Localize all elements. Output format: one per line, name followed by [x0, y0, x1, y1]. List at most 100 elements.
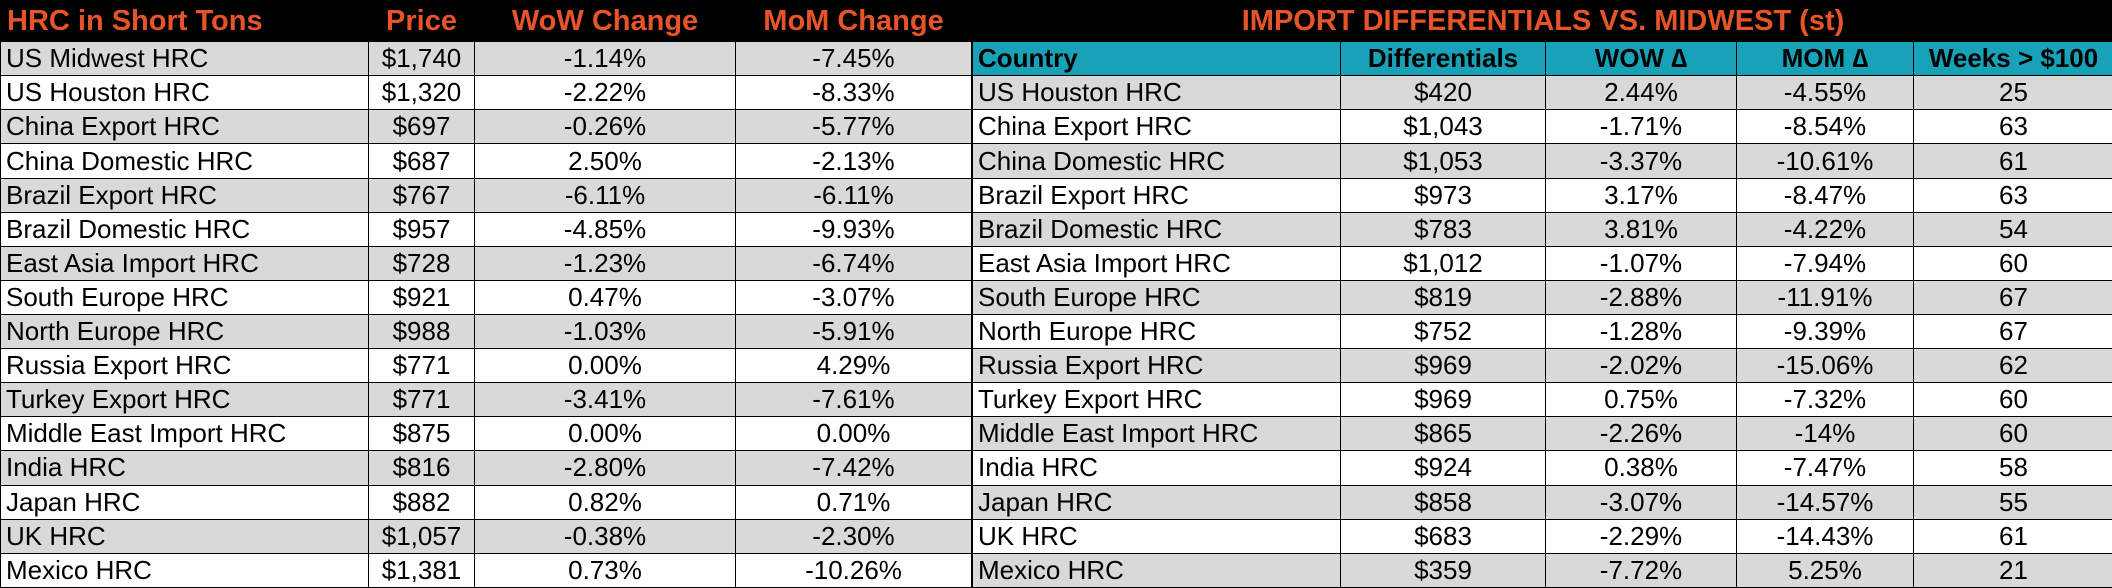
wow-delta-cell: -1.07%: [1545, 245, 1737, 281]
wow-change-cell: 0.00%: [474, 348, 736, 384]
mom-change-cell: -2.30%: [735, 518, 972, 554]
wow-change-cell: -3.41%: [474, 382, 736, 418]
product-name-cell: Russia Export HRC: [0, 348, 369, 384]
country-cell: Brazil Domestic HRC: [972, 211, 1341, 247]
wow-change-cell: -0.26%: [474, 109, 736, 145]
wow-delta-cell: -2.02%: [1545, 348, 1737, 384]
weeks-over-100-cell: 54: [1912, 211, 2112, 247]
price-cell: $1,320: [368, 75, 475, 111]
mom-change-cell: -3.07%: [735, 279, 972, 316]
price-cell: $875: [368, 416, 475, 452]
price-cell: $1,381: [368, 552, 475, 588]
column-header-wow-delta: WOW ∆: [1545, 41, 1737, 77]
product-name-cell: US Midwest HRC: [0, 41, 369, 77]
mom-change-cell: -5.77%: [735, 109, 972, 145]
price-cell: $771: [368, 382, 475, 418]
table-row: Middle East Import HRC $865 -2.26% -14% 60: [972, 416, 2112, 452]
table-row: US Midwest HRC $1,740 -1.14% -7.45%: [0, 41, 972, 77]
mom-change-cell: -6.11%: [735, 177, 972, 213]
country-cell: UK HRC: [972, 518, 1341, 554]
mom-change-cell: 4.29%: [735, 348, 972, 384]
column-header-weeks-over-100: Weeks > $100: [1912, 41, 2112, 77]
wow-delta-cell: 3.17%: [1545, 177, 1737, 213]
product-name-cell: China Export HRC: [0, 109, 369, 145]
differential-cell: $865: [1340, 416, 1546, 452]
country-cell: Japan HRC: [972, 484, 1341, 520]
column-header-country: Country: [972, 41, 1341, 77]
mom-delta-cell: -9.39%: [1736, 313, 1914, 350]
mom-change-cell: -9.93%: [735, 211, 972, 247]
table-row: Brazil Domestic HRC $957 -4.85% -9.93%: [0, 211, 972, 247]
weeks-over-100-cell: 21: [1912, 552, 2112, 588]
mom-delta-cell: -7.32%: [1736, 382, 1914, 418]
table-row: South Europe HRC $819 -2.88% -11.91% 67: [972, 279, 2112, 316]
table-row: UK HRC $1,057 -0.38% -2.30%: [0, 518, 972, 554]
wow-delta-cell: -3.07%: [1545, 484, 1737, 520]
table-row: Mexico HRC $359 -7.72% 5.25% 21: [972, 552, 2112, 588]
mom-change-cell: -10.26%: [735, 552, 972, 588]
price-cell: $1,057: [368, 518, 475, 554]
product-name-cell: India HRC: [0, 450, 369, 486]
country-cell: Russia Export HRC: [972, 348, 1341, 384]
table-row: Brazil Export HRC $767 -6.11% -6.11%: [0, 177, 972, 213]
differential-cell: $1,012: [1340, 245, 1546, 281]
weeks-over-100-cell: 58: [1912, 450, 2112, 486]
table-row: UK HRC $683 -2.29% -14.43% 61: [972, 518, 2112, 554]
table-row: India HRC $924 0.38% -7.47% 58: [972, 450, 2112, 486]
price-cell: $767: [368, 177, 475, 213]
price-cell: $1,740: [368, 41, 475, 77]
table-row: Russia Export HRC $771 0.00% 4.29%: [0, 348, 972, 384]
weeks-over-100-cell: 67: [1912, 313, 2112, 350]
differentials-title: IMPORT DIFFERENTIALS VS. MIDWEST (st): [971, 0, 2112, 43]
column-header-mom-change: MoM Change: [735, 0, 972, 43]
mom-delta-cell: -8.47%: [1736, 177, 1914, 213]
differential-cell: $783: [1340, 211, 1546, 247]
country-cell: Middle East Import HRC: [972, 416, 1341, 452]
weeks-over-100-cell: 60: [1912, 245, 2112, 281]
country-cell: US Houston HRC: [972, 75, 1341, 111]
country-cell: North Europe HRC: [972, 313, 1341, 350]
mom-change-cell: -8.33%: [735, 75, 972, 111]
country-cell: China Export HRC: [972, 109, 1341, 145]
country-cell: China Domestic HRC: [972, 143, 1341, 179]
country-cell: East Asia Import HRC: [972, 245, 1341, 281]
wow-change-cell: -1.14%: [474, 41, 736, 77]
mom-change-cell: 0.71%: [735, 484, 972, 520]
wow-delta-cell: 0.75%: [1545, 382, 1737, 418]
weeks-over-100-cell: 25: [1912, 75, 2112, 111]
wow-change-cell: -0.38%: [474, 518, 736, 554]
weeks-over-100-cell: 60: [1912, 416, 2112, 452]
weeks-over-100-cell: 60: [1912, 382, 2112, 418]
right-subheader-row: Country Differentials WOW ∆ MOM ∆ Weeks > $1…: [972, 41, 2112, 77]
table-row: Japan HRC $858 -3.07% -14.57% 55: [972, 484, 2112, 520]
mom-change-cell: 0.00%: [735, 416, 972, 452]
table-row: Russia Export HRC $969 -2.02% -15.06% 62: [972, 348, 2112, 384]
price-cell: $728: [368, 245, 475, 281]
mom-delta-cell: -7.94%: [1736, 245, 1914, 281]
table-row: Middle East Import HRC $875 0.00% 0.00%: [0, 416, 972, 452]
column-header-product: HRC in Short Tons: [0, 0, 369, 43]
wow-change-cell: 2.50%: [474, 143, 736, 179]
differential-cell: $752: [1340, 313, 1546, 350]
mom-delta-cell: -7.47%: [1736, 450, 1914, 486]
differential-cell: $973: [1340, 177, 1546, 213]
mom-change-cell: -5.91%: [735, 313, 972, 350]
mom-delta-cell: -8.54%: [1736, 109, 1914, 145]
mom-change-cell: -6.74%: [735, 245, 972, 281]
wow-change-cell: 0.82%: [474, 484, 736, 520]
country-cell: India HRC: [972, 450, 1341, 486]
table-row: Brazil Export HRC $973 3.17% -8.47% 63: [972, 177, 2112, 213]
table-row: Mexico HRC $1,381 0.73% -10.26%: [0, 552, 972, 588]
wow-delta-cell: -2.29%: [1545, 518, 1737, 554]
wow-delta-cell: -1.71%: [1545, 109, 1737, 145]
table-row: Brazil Domestic HRC $783 3.81% -4.22% 54: [972, 211, 2112, 247]
wow-change-cell: -1.23%: [474, 245, 736, 281]
mom-delta-cell: -4.55%: [1736, 75, 1914, 111]
product-name-cell: South Europe HRC: [0, 279, 369, 316]
weeks-over-100-cell: 62: [1912, 348, 2112, 384]
wow-delta-cell: 3.81%: [1545, 211, 1737, 247]
differential-cell: $969: [1340, 382, 1546, 418]
mom-change-cell: -7.42%: [735, 450, 972, 486]
wow-change-cell: -1.03%: [474, 313, 736, 350]
column-header-mom-delta: MOM ∆: [1736, 41, 1914, 77]
